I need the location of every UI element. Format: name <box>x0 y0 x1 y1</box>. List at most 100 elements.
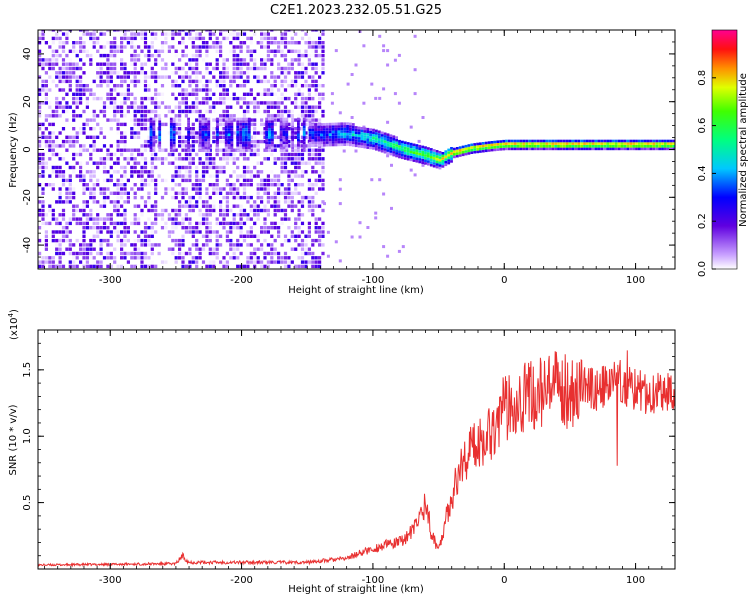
heatmap-cell <box>96 217 100 221</box>
heatmap-cell <box>99 157 103 161</box>
heatmap-cell <box>652 142 656 145</box>
heatmap-cell <box>260 32 264 36</box>
heatmap-cell <box>51 208 55 213</box>
heatmap-cell <box>123 92 127 96</box>
heatmap-cell <box>195 139 199 144</box>
heatmap-cell <box>224 125 228 129</box>
heatmap-cell <box>147 114 151 118</box>
heatmap-cell <box>311 157 315 161</box>
heatmap-cell <box>334 138 338 141</box>
heatmap-cell <box>195 92 199 96</box>
heatmap-cell <box>99 247 103 251</box>
heatmap-cell <box>632 145 635 148</box>
heatmap-cell <box>75 221 79 226</box>
heatmap-cell <box>280 49 284 53</box>
heatmap-cell <box>109 71 113 75</box>
heatmap-cell <box>300 118 305 122</box>
heatmap-cell <box>143 30 148 32</box>
heatmap-cell <box>338 178 342 182</box>
heatmap-cell <box>392 148 396 152</box>
heatmap-cell <box>314 217 318 221</box>
heatmap-cell <box>551 147 555 151</box>
heatmap-cell <box>178 122 182 127</box>
heatmap-cell <box>263 127 267 131</box>
heatmap-cell <box>271 138 274 142</box>
heatmap-cell <box>531 142 534 145</box>
heatmap-cell <box>216 136 219 139</box>
heatmap-cell <box>287 256 291 260</box>
heatmap-cell <box>427 147 430 150</box>
heatmap-cell <box>528 147 531 151</box>
heatmap-cell <box>181 88 185 92</box>
heatmap-cell <box>232 195 236 200</box>
heatmap-cell <box>65 53 69 58</box>
heatmap-cell <box>116 195 120 200</box>
heatmap-cell <box>99 127 103 131</box>
heatmap-cell <box>184 174 188 178</box>
heatmap-cell <box>178 92 182 96</box>
heatmap-cell <box>65 101 69 105</box>
heatmap-cell <box>154 217 158 221</box>
heatmap-cell <box>137 79 141 84</box>
heatmap-cell <box>85 84 89 88</box>
heatmap-cell <box>201 200 206 204</box>
heatmap-cell <box>41 191 45 195</box>
heatmap-cell <box>123 122 127 127</box>
heatmap-cell <box>300 247 305 251</box>
heatmap-cell <box>149 149 153 152</box>
heatmap-cell <box>230 146 234 150</box>
heatmap-cell <box>256 204 260 208</box>
heatmap-cell <box>204 146 208 150</box>
heatmap-cell <box>620 145 624 148</box>
heatmap-cell <box>626 145 630 148</box>
heatmap-cell <box>106 92 110 96</box>
heatmap-cell <box>290 79 294 84</box>
heatmap-cell <box>294 101 298 105</box>
heatmap-cell <box>398 145 401 148</box>
heatmap-cell <box>137 152 141 157</box>
heatmap-cell <box>263 251 267 256</box>
heatmap-cell <box>188 36 192 41</box>
heatmap-cell <box>559 139 563 143</box>
heatmap-cell <box>640 147 644 151</box>
heatmap-cell <box>143 36 148 41</box>
heatmap-cell <box>133 148 137 152</box>
heatmap-cell <box>143 157 148 161</box>
heatmap-cell <box>123 148 127 152</box>
heatmap-cell <box>143 105 148 109</box>
heatmap-cell <box>123 230 127 234</box>
heatmap-cell <box>273 148 277 152</box>
heatmap-cell <box>418 155 422 158</box>
heatmap-cell <box>123 135 127 139</box>
heatmap-cell <box>311 183 315 187</box>
heatmap-cell <box>294 165 298 170</box>
heatmap-cell <box>270 256 274 260</box>
heatmap-cell <box>68 75 72 79</box>
heatmap-cell <box>99 109 103 114</box>
heatmap-cell <box>102 226 107 230</box>
heatmap-cell <box>133 165 137 170</box>
heatmap-cell <box>224 138 228 142</box>
heatmap-cell <box>325 130 329 134</box>
heatmap-cell <box>65 195 69 200</box>
heatmap-cell <box>649 145 653 148</box>
heatmap-cell <box>635 147 638 151</box>
heatmap-cell <box>109 41 113 45</box>
heatmap-cell <box>308 120 312 124</box>
heatmap-cell <box>290 114 294 118</box>
heatmap-cell <box>328 128 332 131</box>
snr-xtick-label: -100 <box>362 575 385 586</box>
heatmap-cell <box>401 148 404 152</box>
heatmap-cell <box>120 122 124 127</box>
heatmap-cell <box>58 191 62 195</box>
heatmap-cell <box>304 84 308 88</box>
heatmap-cell <box>96 84 100 88</box>
heatmap-cell <box>253 200 257 204</box>
heatmap-cell <box>290 66 294 71</box>
heatmap-cell <box>510 145 514 148</box>
heatmap-cell <box>195 32 199 36</box>
heatmap-cell <box>280 208 284 213</box>
heatmap-cell <box>109 221 113 226</box>
heatmap-cell <box>268 136 271 139</box>
heatmap-cell <box>307 204 311 208</box>
